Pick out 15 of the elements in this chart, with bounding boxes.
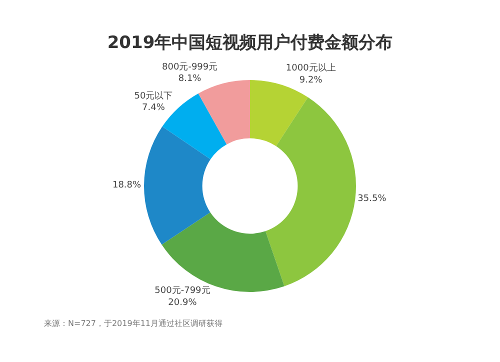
chart-title: 2019年中国短视频用户付费金额分布	[107, 33, 393, 54]
data-label: 35.5%	[358, 194, 387, 204]
slice-label: 50元以下	[134, 90, 173, 102]
source-note: 来源：N=727，于2019年11月通过社区调研获得	[44, 319, 222, 328]
data-label: 8.1%	[178, 74, 202, 84]
slice-label: 800元-999元	[162, 61, 218, 72]
slice-label: 1000元以上	[286, 62, 336, 74]
data-label: 18.8%	[112, 180, 142, 190]
data-label: 9.2%	[299, 75, 323, 86]
slice-label: 500元-799元	[154, 285, 210, 296]
donut-slice	[265, 97, 356, 286]
data-label: 7.4%	[142, 103, 166, 114]
donut-slice	[144, 126, 211, 245]
data-label: 20.9%	[168, 298, 198, 308]
donut-slice	[198, 80, 250, 144]
